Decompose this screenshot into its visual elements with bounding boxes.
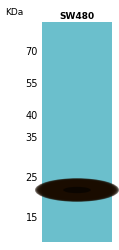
Ellipse shape	[37, 179, 117, 201]
Text: SW480: SW480	[59, 12, 95, 21]
Text: KDa: KDa	[5, 8, 23, 17]
Text: 55: 55	[25, 79, 38, 89]
Text: 35: 35	[26, 133, 38, 143]
Ellipse shape	[50, 182, 104, 198]
Text: 25: 25	[25, 173, 38, 183]
Ellipse shape	[43, 180, 111, 200]
Ellipse shape	[38, 179, 116, 201]
Ellipse shape	[36, 178, 118, 202]
Ellipse shape	[63, 187, 91, 193]
Ellipse shape	[49, 182, 105, 198]
Ellipse shape	[46, 181, 108, 199]
Ellipse shape	[52, 183, 102, 197]
Ellipse shape	[42, 180, 112, 200]
Ellipse shape	[44, 181, 110, 199]
Ellipse shape	[48, 182, 106, 198]
Text: 70: 70	[26, 47, 38, 57]
Ellipse shape	[56, 185, 98, 195]
Ellipse shape	[47, 182, 107, 198]
Ellipse shape	[35, 178, 119, 202]
Text: 40: 40	[26, 111, 38, 121]
Text: 15: 15	[26, 213, 38, 223]
Ellipse shape	[40, 180, 114, 200]
Ellipse shape	[45, 181, 109, 199]
Bar	[42, 22, 112, 242]
Ellipse shape	[51, 183, 103, 197]
Ellipse shape	[39, 179, 115, 201]
Ellipse shape	[41, 180, 113, 200]
